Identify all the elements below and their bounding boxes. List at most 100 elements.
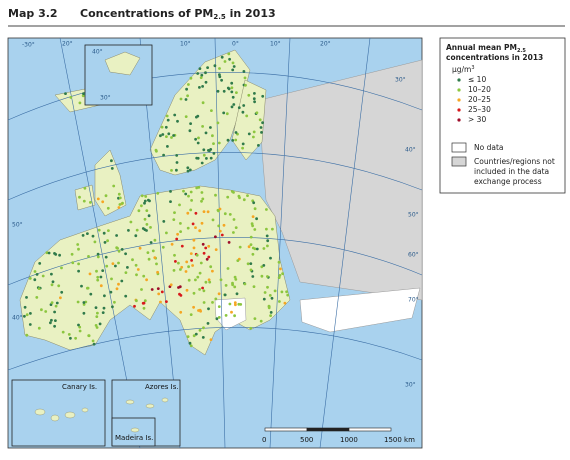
- station: [269, 256, 272, 260]
- inset-label: Canary Is.: [62, 383, 97, 391]
- station: [124, 252, 127, 256]
- station: [202, 289, 206, 293]
- title-text: in 2013: [226, 7, 276, 20]
- graticule-label: 50°: [408, 212, 419, 219]
- station: [140, 204, 143, 208]
- station: [115, 234, 118, 237]
- station: [215, 317, 219, 321]
- station: [267, 304, 271, 308]
- station: [172, 269, 176, 272]
- station: [262, 247, 266, 250]
- station: [83, 186, 87, 190]
- station: [91, 234, 95, 238]
- station: [238, 196, 241, 200]
- station: [194, 226, 197, 230]
- station: [41, 274, 45, 278]
- station: [88, 272, 92, 276]
- station: [189, 190, 193, 194]
- station: [154, 148, 158, 152]
- station: [33, 270, 37, 273]
- station: [232, 65, 236, 68]
- station: [121, 201, 124, 205]
- station: [250, 222, 254, 226]
- station: [107, 229, 110, 233]
- station: [230, 81, 234, 85]
- station: [212, 142, 215, 146]
- station: [187, 265, 191, 269]
- station: [211, 134, 214, 138]
- station: [162, 153, 166, 157]
- station: [253, 92, 256, 95]
- station: [231, 61, 235, 65]
- station: [207, 244, 211, 248]
- station: [223, 212, 227, 216]
- station: [99, 275, 103, 279]
- station: [255, 247, 259, 251]
- legend-label: No data: [474, 143, 503, 152]
- station: [180, 244, 184, 248]
- station: [118, 203, 122, 206]
- land: [104, 51, 141, 76]
- station: [209, 265, 213, 269]
- station: [191, 264, 195, 267]
- station: [176, 232, 180, 236]
- station: [160, 125, 164, 129]
- no-data-swatch: [451, 142, 467, 153]
- station: [230, 190, 234, 193]
- station: [149, 241, 153, 244]
- station: [186, 94, 190, 98]
- station: [82, 199, 86, 203]
- station: [179, 97, 183, 101]
- station: [50, 272, 53, 276]
- station: [198, 288, 202, 291]
- station: [208, 280, 212, 284]
- station: [208, 149, 211, 153]
- station: [178, 292, 181, 296]
- station: [212, 152, 216, 155]
- station: [172, 134, 176, 137]
- station: [186, 211, 190, 215]
- station: [141, 227, 145, 230]
- station: [235, 91, 238, 94]
- station: [87, 334, 91, 338]
- station: [206, 322, 210, 325]
- station: [187, 278, 191, 282]
- station: [175, 154, 179, 157]
- station: [226, 267, 230, 270]
- unit-superscript: 3: [471, 65, 474, 71]
- station: [213, 64, 217, 68]
- station: [234, 131, 238, 134]
- station: [201, 197, 205, 201]
- station: [156, 270, 160, 274]
- station: [95, 326, 99, 329]
- station: [103, 241, 107, 244]
- station: [69, 336, 72, 340]
- station: [228, 57, 232, 61]
- station: [260, 265, 264, 269]
- station: [170, 242, 174, 246]
- station: [54, 304, 58, 308]
- station: [231, 95, 235, 99]
- station: [198, 67, 202, 70]
- station: [74, 336, 77, 340]
- station: [145, 278, 149, 282]
- station: [200, 191, 204, 194]
- station: [216, 89, 220, 93]
- station: [110, 167, 114, 170]
- station: [189, 313, 193, 316]
- station: [230, 90, 234, 94]
- station: [96, 197, 100, 201]
- station: [252, 201, 256, 205]
- station: [180, 265, 184, 269]
- station: [220, 55, 224, 59]
- station: [161, 133, 165, 136]
- station: [192, 334, 196, 338]
- station: [160, 290, 164, 294]
- station: [252, 135, 255, 139]
- station: [175, 168, 178, 172]
- station: [243, 76, 247, 80]
- station: [155, 262, 158, 266]
- excluded-region: [259, 59, 423, 301]
- unit-text: µg/m: [452, 65, 471, 74]
